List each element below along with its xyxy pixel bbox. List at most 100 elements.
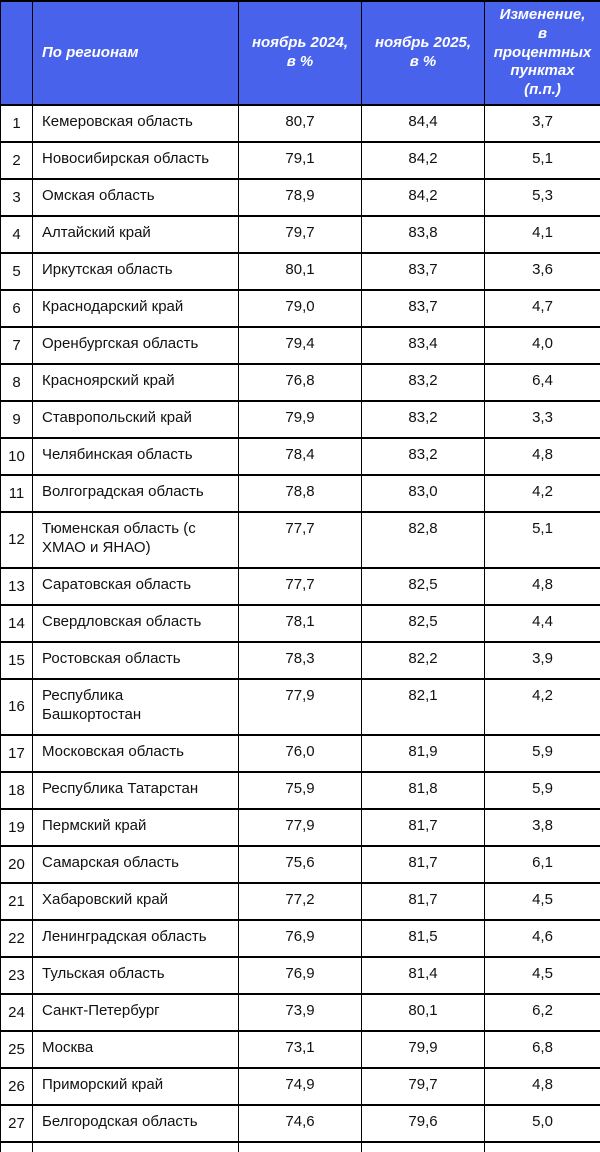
value-2025-cell: 81,7 xyxy=(361,881,485,921)
change-cell: 6,2 xyxy=(484,992,600,1032)
region-cell: Московская область xyxy=(32,733,239,773)
table-header: По регионам ноябрь 2024, в % ноябрь 2025… xyxy=(0,0,600,106)
region-cell: Москва xyxy=(32,1029,239,1069)
change-cell: 4,2 xyxy=(484,473,600,513)
value-2025-cell: 83,2 xyxy=(361,436,485,476)
value-2025-cell: 79,7 xyxy=(361,1066,485,1106)
value-2025-cell: 82,8 xyxy=(361,510,485,569)
change-cell: 5,1 xyxy=(484,140,600,180)
change-cell: 3,8 xyxy=(484,807,600,847)
change-cell: 4,1 xyxy=(484,214,600,254)
row-number-cell: 19 xyxy=(0,807,33,847)
value-2024-cell: 79,0 xyxy=(238,288,362,328)
row-number-cell: 12 xyxy=(0,510,33,569)
value-2024-cell: 77,7 xyxy=(238,566,362,606)
value-2025-cell: 84,2 xyxy=(361,140,485,180)
change-cell: 4,6 xyxy=(484,918,600,958)
value-2024-cell: 76,8 xyxy=(238,362,362,402)
row-number-cell: 16 xyxy=(0,677,33,736)
row-number-cell: 8 xyxy=(0,362,33,402)
value-2025-cell: 84,2 xyxy=(361,177,485,217)
region-cell: Ставропольский край xyxy=(32,399,239,439)
row-number-cell: 1 xyxy=(0,103,33,143)
table-row: 6 Краснодарский край 79,0 83,7 4,7 xyxy=(0,288,600,328)
row-number-cell: 11 xyxy=(0,473,33,513)
value-2025-cell: 82,5 xyxy=(361,566,485,606)
value-2025-cell: 79,9 xyxy=(361,1029,485,1069)
row-number-cell: 26 xyxy=(0,1066,33,1106)
table-row: 10 Челябинская область 78,4 83,2 4,8 xyxy=(0,436,600,476)
region-cell: Челябинская область xyxy=(32,436,239,476)
row-number-cell: 13 xyxy=(0,566,33,606)
table-body: 1 Кемеровская область 80,7 84,4 3,7 2 Но… xyxy=(0,103,600,1152)
table-row: 24 Санкт-Петербург 73,9 80,1 6,2 xyxy=(0,992,600,1032)
region-cell: Самарская область xyxy=(32,844,239,884)
row-number-cell: 28 xyxy=(0,1140,33,1152)
region-cell: Приморский край xyxy=(32,1066,239,1106)
table-row: 2 Новосибирская область 79,1 84,2 5,1 xyxy=(0,140,600,180)
value-2024-cell: 77,7 xyxy=(238,510,362,569)
value-2025-cell: 82,5 xyxy=(361,603,485,643)
change-cell: 4,5 xyxy=(484,955,600,995)
table-row: 17 Московская область 76,0 81,9 5,9 xyxy=(0,733,600,773)
table-row: 1 Кемеровская область 80,7 84,4 3,7 xyxy=(0,103,600,143)
region-cell: Кемеровская область xyxy=(32,103,239,143)
table-row: 12 Тюменская область (с ХМАО и ЯНАО) 77,… xyxy=(0,510,600,569)
value-2025-cell: 81,4 xyxy=(361,955,485,995)
row-number-cell: 27 xyxy=(0,1103,33,1143)
table-row: 19 Пермский край 77,9 81,7 3,8 xyxy=(0,807,600,847)
region-cell: Республика Татарстан xyxy=(32,770,239,810)
region-cell: Оренбургская область xyxy=(32,325,239,365)
table-row: 13 Саратовская область 77,7 82,5 4,8 xyxy=(0,566,600,606)
value-2024-cell: 79,7 xyxy=(238,214,362,254)
value-2025-cell: 83,8 xyxy=(361,214,485,254)
value-2025-cell: 83,2 xyxy=(361,399,485,439)
value-2024-cell: 79,9 xyxy=(238,399,362,439)
table-row: 15 Ростовская область 78,3 82,2 3,9 xyxy=(0,640,600,680)
header-row: По регионам ноябрь 2024, в % ноябрь 2025… xyxy=(0,0,600,106)
value-2025-cell: 83,7 xyxy=(361,251,485,291)
table-row: 5 Иркутская область 80,1 83,7 3,6 xyxy=(0,251,600,291)
value-2025-cell: 80,1 xyxy=(361,992,485,1032)
value-2024-cell: 74,6 xyxy=(238,1103,362,1143)
row-number-cell: 24 xyxy=(0,992,33,1032)
value-2024-cell: 77,9 xyxy=(238,807,362,847)
table-row: 23 Тульская область 76,9 81,4 4,5 xyxy=(0,955,600,995)
change-cell: 4,0 xyxy=(484,325,600,365)
change-cell: 6,4 xyxy=(484,362,600,402)
value-2025-cell: 81,7 xyxy=(361,844,485,884)
row-number-cell: 20 xyxy=(0,844,33,884)
table-row: 25 Москва 73,1 79,9 6,8 xyxy=(0,1029,600,1069)
value-2024-cell: 73,7 xyxy=(238,1140,362,1152)
region-cell: Иркутская область xyxy=(32,251,239,291)
region-cell: Ленинградская область xyxy=(32,918,239,958)
header-nov-2024: ноябрь 2024, в % xyxy=(238,0,362,106)
region-cell: Белгородская область xyxy=(32,1103,239,1143)
value-2025-cell: 84,4 xyxy=(361,103,485,143)
region-cell: Ростовская область xyxy=(32,640,239,680)
table-row: 7 Оренбургская область 79,4 83,4 4,0 xyxy=(0,325,600,365)
change-cell: 5,9 xyxy=(484,770,600,810)
table-row: 14 Свердловская область 78,1 82,5 4,4 xyxy=(0,603,600,643)
region-cell: Краснодарский край xyxy=(32,288,239,328)
value-2024-cell: 74,9 xyxy=(238,1066,362,1106)
value-2025-cell: 82,2 xyxy=(361,640,485,680)
change-cell: 4,8 xyxy=(484,1066,600,1106)
value-2024-cell: 76,9 xyxy=(238,918,362,958)
change-cell: 4,8 xyxy=(484,436,600,476)
row-number-cell: 2 xyxy=(0,140,33,180)
value-2024-cell: 78,9 xyxy=(238,177,362,217)
value-2024-cell: 78,3 xyxy=(238,640,362,680)
change-cell: 3,9 xyxy=(484,640,600,680)
value-2024-cell: 78,1 xyxy=(238,603,362,643)
change-cell: 5,9 xyxy=(484,733,600,773)
value-2024-cell: 77,9 xyxy=(238,677,362,736)
table-row: 16 Республика Башкортостан 77,9 82,1 4,2 xyxy=(0,677,600,736)
table-row: 11 Волгоградская область 78,8 83,0 4,2 xyxy=(0,473,600,513)
region-cell: Хабаровский край xyxy=(32,881,239,921)
region-cell: Волгоградская область xyxy=(32,473,239,513)
value-2024-cell: 75,6 xyxy=(238,844,362,884)
change-cell: 4,5 xyxy=(484,881,600,921)
value-2025-cell: 83,4 xyxy=(361,325,485,365)
